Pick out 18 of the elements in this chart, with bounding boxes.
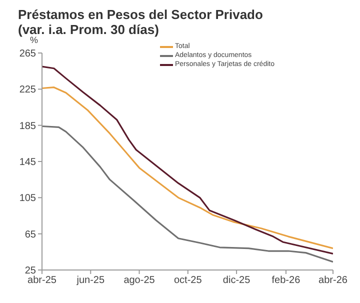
x-tick-label: oct-25 (174, 275, 202, 286)
y-tick-label: 105 (19, 193, 36, 204)
y-tick-label: 145 (19, 157, 36, 168)
y-tick-label: 25 (24, 266, 36, 277)
y-axis-title: % (30, 35, 38, 45)
x-tick-label: dic-25 (222, 275, 251, 286)
y-tick-label: 185 (19, 120, 36, 132)
x-tick-label: jun-25 (76, 275, 105, 286)
line-series (42, 125, 333, 263)
y-tick-label: 65 (24, 229, 36, 240)
chart-subtitle: (var. i.a. Prom. 30 días) (18, 22, 159, 37)
x-tick-label: ago-25 (124, 275, 156, 286)
y-tick-label: 265 (19, 48, 36, 60)
x-tick-label: abr-25 (28, 275, 57, 286)
y-tick-label: 225 (19, 84, 36, 96)
x-tick-label: feb-26 (272, 275, 301, 286)
x-tick-label: abr-26 (318, 275, 348, 286)
chart-title: Préstamos en Pesos del Sector Privado (18, 7, 263, 22)
